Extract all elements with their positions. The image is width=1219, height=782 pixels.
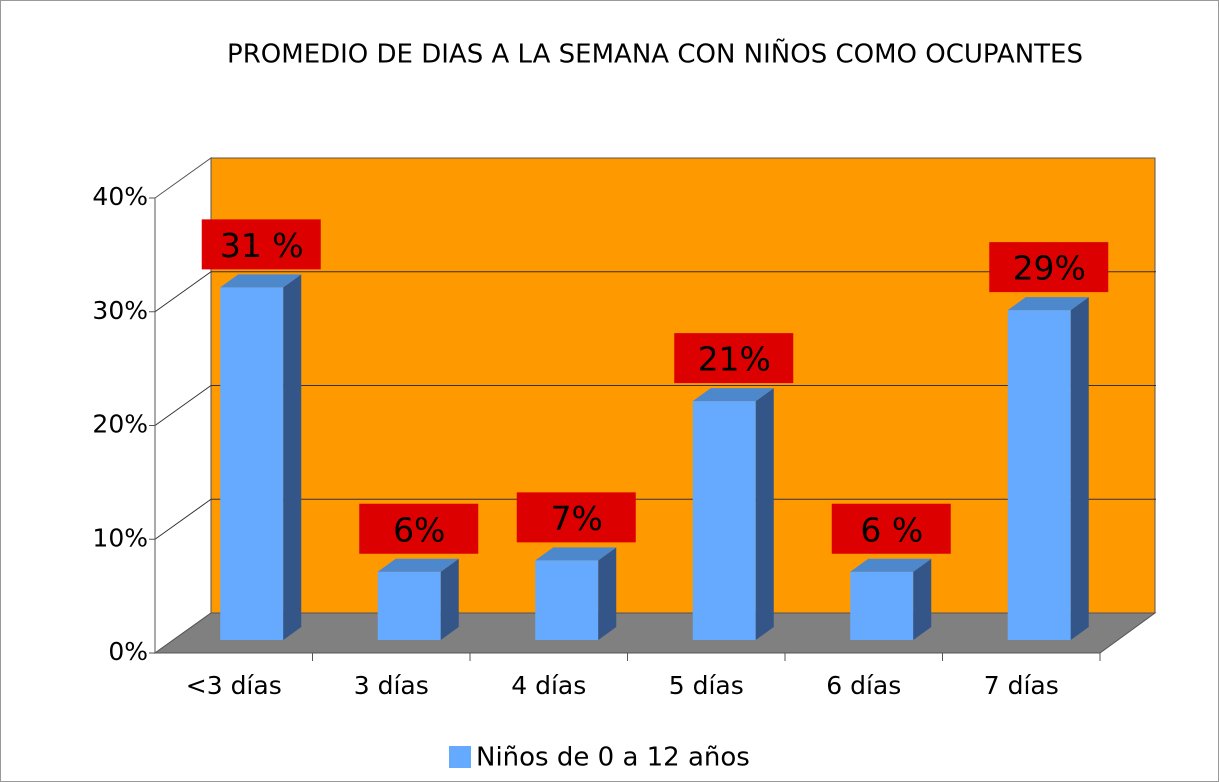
x-tick-label: <3 días <box>186 671 282 700</box>
floor <box>153 612 1157 654</box>
value-label-box <box>989 242 1109 293</box>
x-tick-label: 5 días <box>669 671 744 700</box>
y-tick-label: 20% <box>92 410 148 439</box>
legend-swatch <box>449 746 471 768</box>
bar <box>1007 310 1071 640</box>
bar-side <box>598 547 617 640</box>
bar <box>535 560 599 640</box>
value-label: 31 % <box>220 226 304 265</box>
bar-side <box>1070 297 1089 640</box>
y-tick-label: 10% <box>92 523 148 552</box>
value-label: 21% <box>698 340 771 379</box>
bar-top <box>535 547 617 561</box>
bar-top <box>850 558 932 572</box>
bar <box>850 571 914 640</box>
bar-top <box>1007 297 1089 311</box>
x-tick-label: 7 días <box>984 671 1059 700</box>
grid-line <box>154 271 212 313</box>
value-label: 6% <box>393 510 445 549</box>
bar <box>220 287 284 640</box>
y-tick-label: 40% <box>92 182 148 211</box>
value-label: 6 % <box>860 510 923 549</box>
value-label-box <box>674 333 794 384</box>
bar <box>692 401 756 640</box>
y-tick-label: 0% <box>108 637 148 666</box>
value-label: 29% <box>1013 249 1086 288</box>
grid-line <box>154 385 212 426</box>
bar-top <box>377 558 459 572</box>
bar-side <box>913 558 932 640</box>
value-label-box <box>831 503 951 554</box>
legend-label: Niños de 0 a 12 años <box>476 743 750 773</box>
value-label-box <box>201 219 321 270</box>
y-tick-label: 30% <box>92 296 148 325</box>
value-label-box <box>516 492 636 543</box>
bar-side <box>755 388 774 640</box>
x-tick-label: 3 días <box>354 671 429 700</box>
x-tick-label: 4 días <box>511 671 586 700</box>
grid-line <box>154 498 212 540</box>
bar-top <box>692 388 774 402</box>
x-tick-label: 6 días <box>826 671 901 700</box>
chart-title: PROMEDIO DE DIAS A LA SEMANA CON NIÑOS C… <box>227 38 1083 70</box>
bar-side <box>283 274 302 640</box>
bar <box>377 571 441 640</box>
bar-top <box>220 274 302 288</box>
bar-side <box>440 558 459 640</box>
value-label-box <box>359 503 479 554</box>
value-label: 7% <box>551 499 603 538</box>
